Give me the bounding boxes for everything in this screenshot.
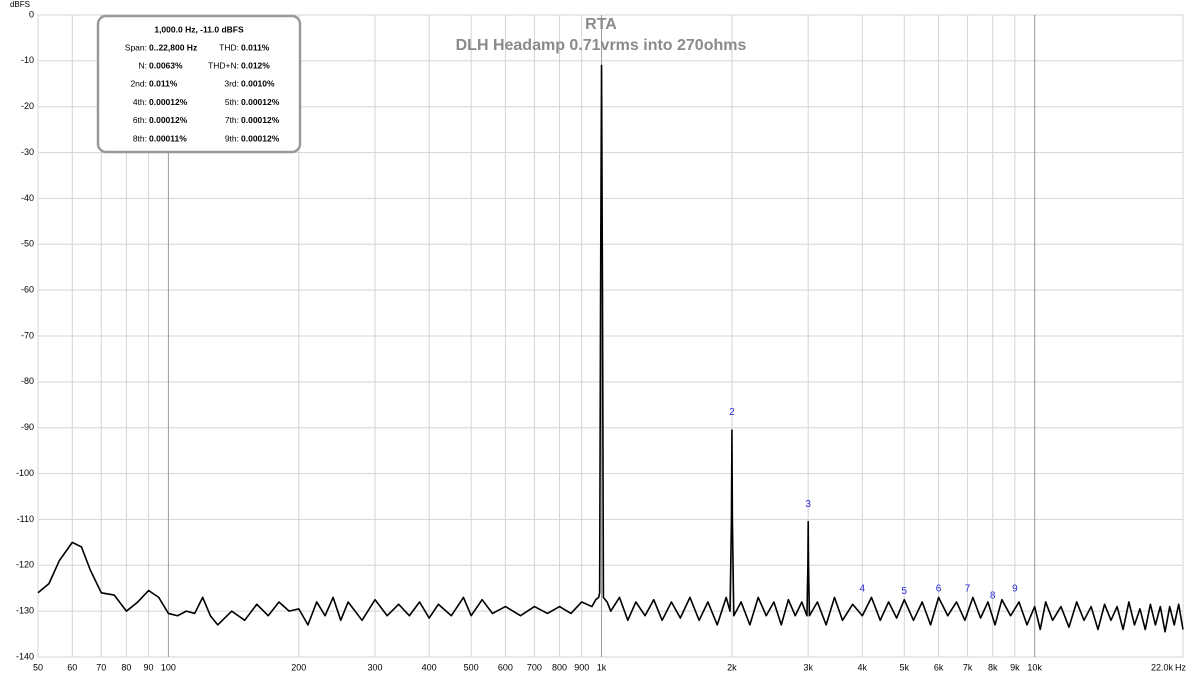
chart-subtitle: DLH Headamp 0.71vrms into 270ohms <box>456 37 747 54</box>
info-value: 0.011% <box>241 42 270 52</box>
harmonic-marker: 8 <box>990 591 996 602</box>
x-tick-label: 400 <box>422 662 437 672</box>
info-value: 0.0063% <box>149 60 183 70</box>
harmonic-marker: 2 <box>729 407 735 418</box>
y-tick-label: -80 <box>21 376 34 386</box>
x-tick-label: 8k <box>988 662 998 672</box>
y-tick-label: -130 <box>16 606 34 616</box>
harmonic-marker: 7 <box>965 584 971 595</box>
x-tick-label: 1k <box>597 662 607 672</box>
x-tick-label: 600 <box>498 662 513 672</box>
x-unit: Hz <box>1175 662 1186 672</box>
x-tick-label: 100 <box>161 662 176 672</box>
info-value: 0..22,800 Hz <box>149 42 197 52</box>
x-tick-label: 300 <box>368 662 383 672</box>
info-label: 2nd: <box>130 79 147 89</box>
x-tick-label: 22.0k <box>1151 662 1174 672</box>
info-value: 0.012% <box>241 60 270 70</box>
harmonic-marker: 4 <box>860 584 866 595</box>
info-value: 0.00012% <box>241 133 280 143</box>
y-tick-label: -120 <box>16 560 34 570</box>
info-label: 6th: <box>133 115 147 125</box>
x-tick-label: 7k <box>963 662 973 672</box>
info-value: 0.00012% <box>241 97 280 107</box>
x-tick-label: 60 <box>67 662 77 672</box>
y-tick-label: -110 <box>17 514 34 524</box>
y-tick-label: -50 <box>21 239 34 249</box>
info-label: 8th: <box>133 133 147 143</box>
info-label: 3rd: <box>224 79 239 89</box>
harmonic-marker: 9 <box>1012 584 1018 595</box>
x-tick-label: 50 <box>33 662 43 672</box>
info-box: 1,000.0 Hz, -11.0 dBFS Span: 0..22,800 Hz… <box>96 14 302 154</box>
info-label: 7th: <box>225 115 239 125</box>
x-tick-label: 2k <box>727 662 737 672</box>
harmonic-marker: 5 <box>902 586 908 597</box>
x-tick-label: 500 <box>464 662 479 672</box>
chart-title: RTA <box>585 16 617 33</box>
info-label: Span: <box>125 42 147 52</box>
info-label: N: <box>139 60 148 70</box>
info-label: THD: <box>219 42 239 52</box>
x-tick-label: 4k <box>858 662 868 672</box>
info-value: 0.0010% <box>241 79 275 89</box>
y-tick-label: -100 <box>16 468 34 478</box>
y-tick-label: 0 <box>29 9 34 19</box>
harmonic-marker: 3 <box>805 499 811 510</box>
info-label: 9th: <box>225 133 239 143</box>
x-tick-label: 80 <box>121 662 131 672</box>
x-tick-label: 10k <box>1027 662 1042 672</box>
info-header: 1,000.0 Hz, -11.0 dBFS <box>154 24 244 34</box>
info-value: 0.00012% <box>149 97 188 107</box>
x-tick-label: 200 <box>291 662 306 672</box>
info-value: 0.00012% <box>149 115 188 125</box>
x-tick-label: 800 <box>552 662 567 672</box>
x-tick-label: 6k <box>934 662 944 672</box>
y-tick-label: -140 <box>16 651 34 661</box>
y-tick-label: -70 <box>21 330 34 340</box>
y-tick-label: -30 <box>21 147 34 157</box>
info-label: 5th: <box>225 97 239 107</box>
info-box-frame <box>96 14 302 154</box>
x-tick-label: 3k <box>803 662 813 672</box>
info-value: 0.00011% <box>149 133 187 143</box>
x-tick-label: 900 <box>574 662 589 672</box>
info-value: 0.011% <box>149 79 178 89</box>
harmonic-marker: 6 <box>936 584 942 595</box>
info-value: 0.00012% <box>241 115 280 125</box>
y-tick-label: -90 <box>21 422 34 432</box>
x-tick-label: 90 <box>144 662 154 672</box>
x-tick-label: 700 <box>527 662 542 672</box>
spectrum-line <box>37 64 1184 633</box>
x-tick-label: 70 <box>96 662 106 672</box>
x-tick-label: 9k <box>1010 662 1020 672</box>
y-tick-label: -20 <box>21 101 34 111</box>
y-tick-label: -40 <box>21 193 34 203</box>
y-tick-label: -10 <box>21 55 34 65</box>
x-tick-label: 5k <box>900 662 910 672</box>
info-label: THD+N: <box>208 60 239 70</box>
y-unit: dBFS <box>10 0 30 9</box>
y-tick-label: -60 <box>21 285 34 295</box>
info-label: 4th: <box>133 97 147 107</box>
